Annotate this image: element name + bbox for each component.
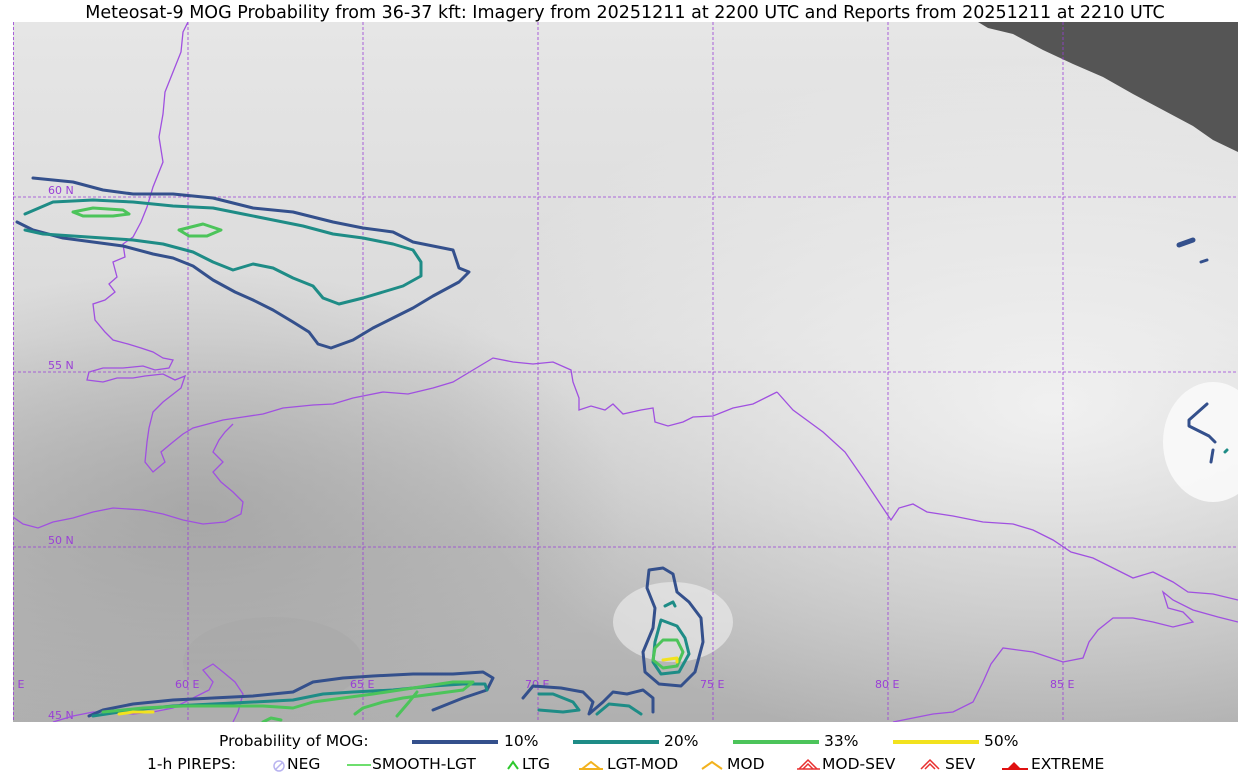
contour-10pct-east-4 [1209,448,1215,464]
lat-label-60n: 60 N [48,184,74,197]
pirep-label-sev: SEV [945,755,976,773]
pirep-label-lgt-mod: LGT-MOD [607,755,679,773]
contour-20pct-south-3 [595,702,643,716]
contour-20pct-south-2 [537,692,581,714]
smooth-lgt-line-icon [347,764,371,766]
pirep-label-smooth-lgt: SMOOTH-LGT [372,755,476,773]
legend-label-50pct: 50% [984,732,1019,750]
legend-line-10pct [412,740,498,744]
legend-line-33pct [733,740,819,744]
contour-10pct-south-2 [521,684,655,716]
border-southwest-coast [13,423,244,529]
legend-line-50pct [893,740,979,744]
legend-label-10pct: 10% [504,732,539,750]
contour-33pct-southeast [651,638,685,670]
lat-lon-grid [13,22,1238,722]
legend-label-33pct: 33% [824,732,859,750]
pirep-label-mod-sev: MOD-SEV [822,755,896,773]
lon-label-55e: 55 E [13,678,24,691]
contour-20pct-southeast-small [663,600,677,608]
satellite-map: 60 N 55 N 50 N 45 N 55 E 60 E 65 E 70 E … [13,22,1238,722]
sev-caret-icon [920,758,940,770]
pireps-legend-label: 1-h PIREPS: [147,755,237,773]
border-southeast [892,590,1238,722]
pireps-legend: 1-h PIREPS: NEG SMOOTH-LGT LTG LGT-MOD M… [0,755,1250,777]
contour-10pct-east-2 [1199,258,1209,264]
contour-20pct-north [23,198,423,306]
no-data-region [978,22,1238,152]
neg-circle-icon [273,760,285,772]
pirep-label-neg: NEG [287,755,321,773]
lat-label-45n: 45 N [48,709,74,722]
contour-33pct-south-2 [395,690,419,718]
contour-33pct-north-1 [71,206,131,218]
mod-caret-icon [701,760,723,770]
lon-label-60e: 60 E [175,678,199,691]
lon-label-75e: 75 E [700,678,724,691]
lon-label-85e: 85 E [1050,678,1074,691]
contour-10pct-southeast [641,566,705,688]
lgt-mod-caret-icon [579,760,603,770]
contour-33pct-south [101,680,475,716]
border-urals-north [86,22,778,473]
legend-line-20pct [573,740,659,744]
pirep-label-mod: MOD [727,755,765,773]
pirep-label-extreme: EXTREME [1031,755,1105,773]
legend-label-20pct: 20% [664,732,699,750]
grid-labels: 60 N 55 N 50 N 45 N 55 E 60 E 65 E 70 E … [13,184,1074,722]
contour-10pct-south [87,670,495,718]
mog-contours [15,176,1229,722]
extreme-caret-icon [1002,762,1028,770]
lat-label-50n: 50 N [48,534,74,547]
lon-label-65e: 65 E [350,678,374,691]
contour-33pct-south-3 [261,716,283,722]
mod-sev-caret-icon [797,758,820,770]
country-borders [13,22,1238,722]
lat-label-55n: 55 N [48,359,74,372]
contour-33pct-north-2 [177,222,223,238]
probability-legend: Probability of MOG: 10% 20% 33% 50% [0,732,1250,754]
lon-label-80e: 80 E [875,678,899,691]
contour-20pct-east [1223,448,1229,454]
pirep-label-ltg: LTG [522,755,550,773]
border-kazakhstan-north [776,391,1238,601]
probability-legend-label: Probability of MOG: [219,732,369,750]
contour-10pct-east-1 [1176,237,1196,248]
ltg-caret-icon [507,760,519,770]
contour-50pct-south [117,710,155,716]
contour-10pct-east-3 [1187,402,1217,444]
figure-title: Meteosat-9 MOG Probability from 36-37 kf… [85,3,1165,23]
contour-10pct-north [15,176,471,350]
contour-50pct-southeast [661,656,679,664]
